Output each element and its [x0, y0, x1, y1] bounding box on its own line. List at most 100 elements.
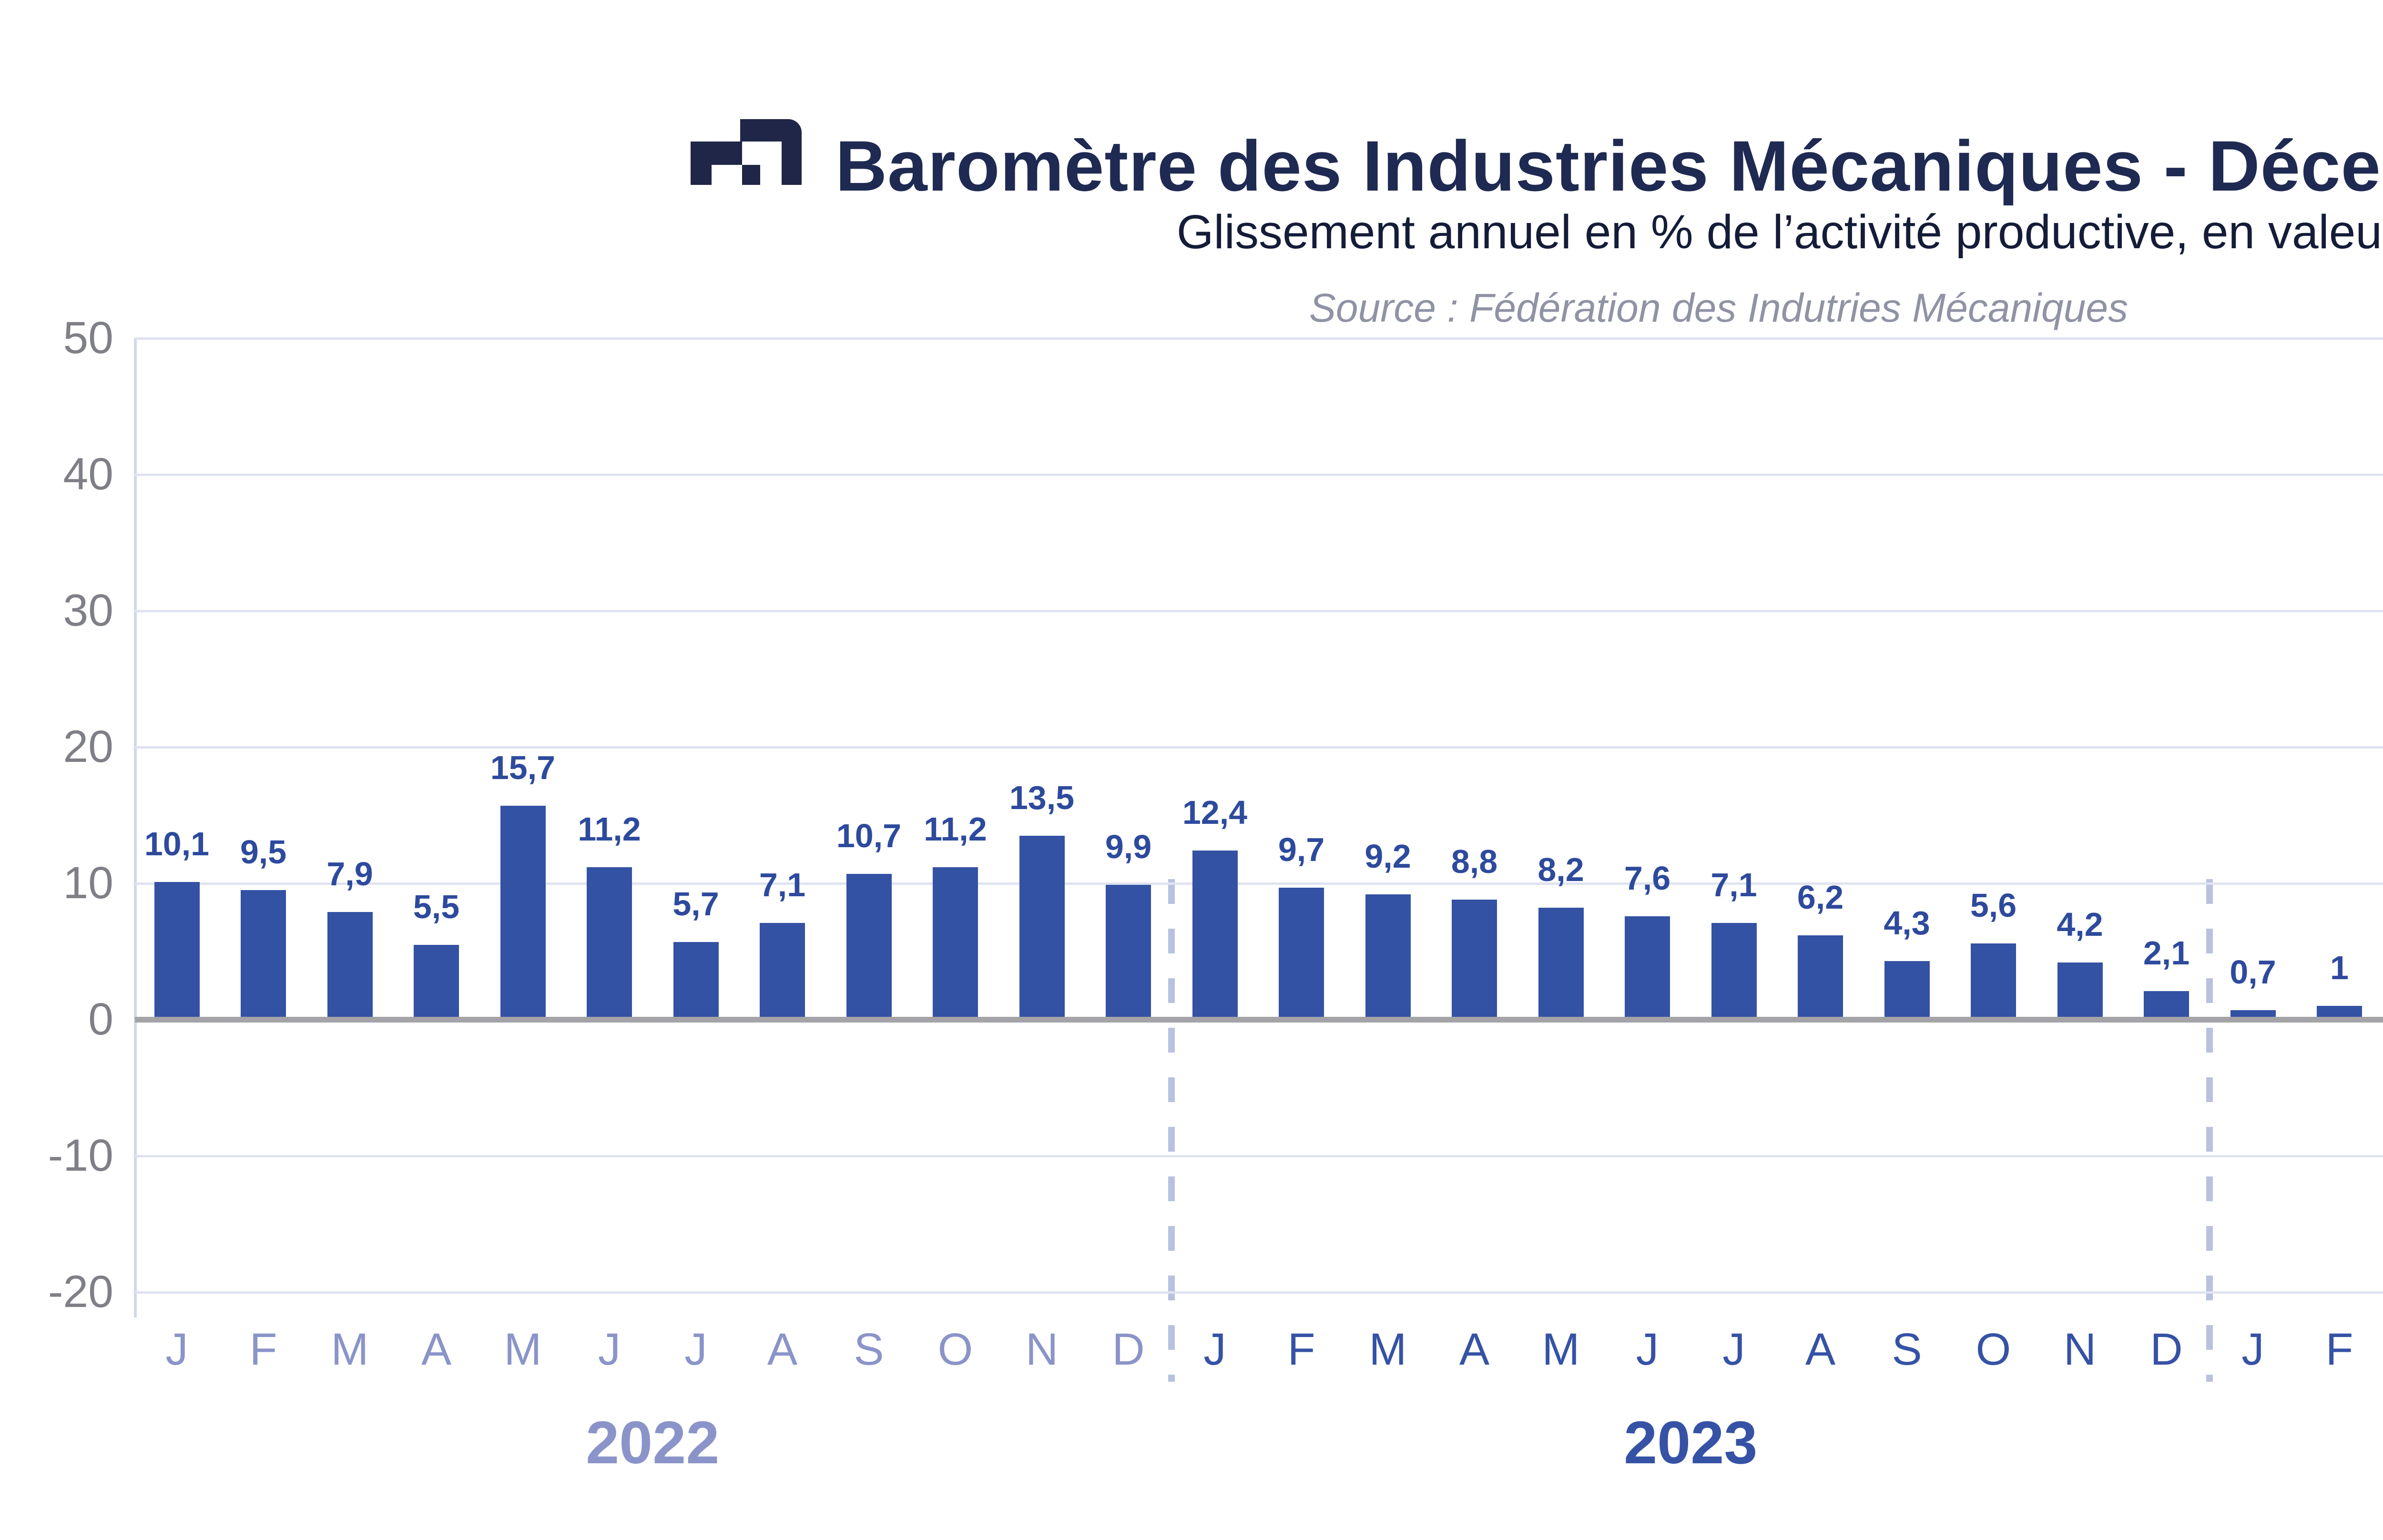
- month-tick-label: J: [684, 1324, 707, 1375]
- month-tick-label: F: [2325, 1324, 2353, 1375]
- bar: [846, 873, 892, 1020]
- gridline: [135, 1291, 2383, 1294]
- bar: [1971, 943, 2016, 1020]
- gridline: [135, 746, 2383, 749]
- y-tick-label: 10: [63, 858, 113, 908]
- bar: [241, 890, 286, 1020]
- month-tick-label: M: [331, 1324, 369, 1375]
- gridline: [135, 337, 2383, 340]
- bar-value-label: -5,3: [2302, 1110, 2383, 1146]
- bar: [1192, 851, 1238, 1020]
- month-tick-label: S: [1892, 1324, 1922, 1375]
- bar-value-label: 6,2: [1797, 878, 1844, 916]
- month-tick-label: J: [1722, 1324, 1745, 1375]
- y-axis-line: [134, 338, 137, 1317]
- bar-value-label: 7,9: [326, 855, 373, 893]
- bar: [1625, 916, 1670, 1020]
- bar: [327, 912, 373, 1020]
- gridline: [135, 1155, 2383, 1157]
- month-tick-label: O: [937, 1324, 973, 1375]
- bar-value-label: 15,7: [490, 749, 556, 786]
- month-tick-label: J: [598, 1324, 621, 1375]
- bar: [1279, 887, 1324, 1020]
- bar-value-label: 8,8: [1451, 843, 1498, 881]
- bar: [154, 882, 200, 1020]
- bar-value-label: 12,4: [1182, 794, 1248, 831]
- bar: [500, 805, 546, 1020]
- month-tick-label: M: [504, 1324, 542, 1375]
- month-tick-label: S: [854, 1324, 884, 1375]
- bar-value-label: 4,3: [1884, 904, 1930, 942]
- month-tick-label: A: [1459, 1324, 1490, 1375]
- bar: [1452, 900, 1497, 1020]
- month-tick-label: F: [249, 1324, 277, 1375]
- bar-value-label: 9,2: [1365, 837, 1411, 875]
- month-tick-label: N: [2063, 1324, 2097, 1375]
- bar: [1106, 884, 1151, 1020]
- month-tick-label: A: [1805, 1324, 1836, 1375]
- bar-value-label: 5,6: [1970, 886, 2017, 924]
- month-tick-label: F: [1287, 1324, 1315, 1375]
- zero-axis-line: [135, 1017, 2383, 1023]
- bar: [414, 944, 459, 1020]
- plot-area: [135, 337, 2383, 1320]
- bar-value-label: 2,1: [2143, 934, 2190, 972]
- y-tick-label: -20: [48, 1266, 113, 1317]
- bar-value-label: 10,1: [144, 825, 210, 863]
- year-label: 2022: [586, 1409, 720, 1476]
- gridline: [135, 610, 2383, 612]
- bar-value-label: 9,5: [240, 833, 287, 871]
- bar-value-label: 7,1: [1711, 866, 1757, 903]
- bar-value-label: 9,7: [1278, 831, 1325, 868]
- y-tick-label: -10: [48, 1130, 113, 1181]
- chart-source: Source : Fédération des Indutries Mécani…: [1309, 285, 2128, 330]
- bar-value-label: 9,9: [1105, 828, 1152, 865]
- bar: [673, 942, 719, 1020]
- y-tick-label: 0: [88, 994, 113, 1044]
- bar: [1365, 894, 1411, 1020]
- bar: [2057, 962, 2103, 1020]
- bar-value-label: 7,6: [1624, 859, 1671, 897]
- month-tick-label: J: [1636, 1324, 1659, 1375]
- bar: [760, 922, 805, 1020]
- bar-value-label: 0,7: [2230, 953, 2276, 991]
- month-tick-label: J: [165, 1324, 188, 1375]
- gridline: [135, 474, 2383, 476]
- bar-value-label: 10,7: [836, 817, 902, 854]
- gridline: [135, 882, 2383, 885]
- bar-value-label: 8,2: [1538, 851, 1584, 889]
- bar-value-label: 1: [2330, 949, 2349, 987]
- y-tick-label: 30: [63, 585, 113, 636]
- y-tick-label: 20: [63, 721, 113, 772]
- chart-subtitle: Glissement annuel en % de l’activité pro…: [1176, 205, 2383, 259]
- month-tick-label: O: [1976, 1324, 2011, 1375]
- month-tick-label: D: [2150, 1324, 2183, 1375]
- bar-value-label: 13,5: [1009, 779, 1075, 816]
- y-tick-label: 50: [63, 313, 113, 363]
- bar-value-label: 7,1: [759, 866, 806, 903]
- bar-value-label: 5,7: [672, 885, 719, 922]
- month-tick-label: J: [1203, 1324, 1226, 1375]
- bar-value-label: 4,2: [2057, 905, 2103, 943]
- month-tick-label: D: [1112, 1324, 1145, 1375]
- dashed-year-separator: [1168, 879, 1175, 1382]
- month-tick-label: M: [2381, 1326, 2383, 1373]
- bar-value-label: 11,2: [578, 810, 641, 848]
- bar: [1019, 835, 1065, 1020]
- bar: [1798, 935, 1843, 1020]
- bar: [1884, 961, 1930, 1020]
- month-tick-label: M: [1542, 1324, 1580, 1375]
- bar-value-label: 11,2: [924, 810, 987, 848]
- month-tick-label: N: [1025, 1324, 1059, 1375]
- month-tick-label: M: [1369, 1324, 1407, 1375]
- page-title: Baromètre des Industries Mécaniques - Dé…: [835, 126, 2383, 206]
- bar: [1538, 908, 1584, 1020]
- y-tick-label: 40: [63, 449, 113, 499]
- bar: [587, 867, 632, 1020]
- bar-value-label: 5,5: [413, 888, 460, 925]
- bar: [1711, 922, 1757, 1020]
- month-tick-label: J: [2241, 1324, 2264, 1375]
- bar: [2144, 991, 2189, 1020]
- bar: [933, 867, 978, 1020]
- fim-logo-icon: [691, 119, 802, 185]
